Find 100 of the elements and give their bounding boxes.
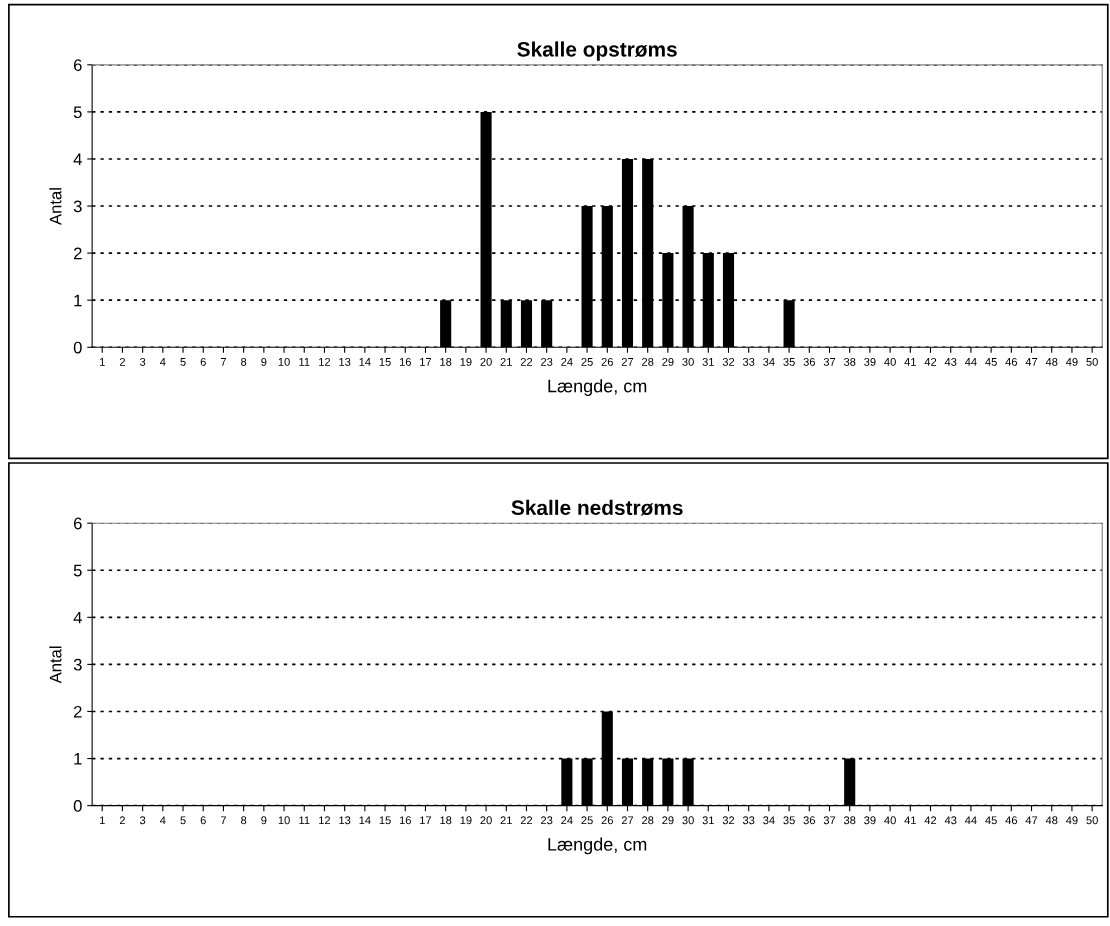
x-tick-label: 47 [1025, 358, 1038, 366]
x-tick-label: 3 [139, 357, 146, 366]
y-tick-label: 3 [73, 658, 82, 671]
x-tick-label: 10 [278, 816, 290, 825]
x-tick-label: 1 [99, 816, 105, 825]
x-tick-label: 22 [520, 357, 533, 366]
x-tick-label: 24 [561, 816, 573, 825]
x-tick-label: 34 [763, 357, 775, 366]
x-tick-label: 5 [180, 816, 186, 825]
x-tick-label: 39 [864, 357, 876, 366]
x-tick-label: 5 [180, 358, 186, 366]
x-tick-label: 26 [601, 816, 613, 825]
x-tick-label: 34 [763, 816, 775, 825]
x-tick-label: 13 [339, 357, 351, 366]
x-tick-label: 20 [480, 816, 492, 825]
x-tick-label: 10 [278, 357, 290, 366]
x-tick-label: 49 [1066, 816, 1078, 825]
y-tick-label: 3 [73, 200, 82, 213]
x-tick-label: 44 [964, 816, 977, 825]
x-tick-label: 9 [261, 357, 267, 366]
x-axis-title: Længde, cm [548, 837, 647, 855]
x-tick-label: 37 [823, 357, 836, 366]
x-tick-label: 30 [682, 816, 694, 825]
y-tick-label: 1 [74, 753, 82, 765]
x-tick-label: 7 [220, 358, 226, 366]
x-tick-label: 4 [160, 358, 166, 366]
x-tick-label: 48 [1045, 357, 1058, 366]
x-tick-label: 16 [399, 357, 411, 366]
x-tick-label: 21 [500, 816, 512, 825]
x-tick-label: 9 [261, 816, 267, 825]
chart-title: Skalle nedstrøms [511, 499, 683, 516]
x-tick-label: 31 [702, 816, 714, 825]
x-tick-label: 35 [783, 816, 795, 825]
x-tick-label: 30 [682, 357, 694, 366]
x-tick-label: 19 [460, 816, 472, 825]
x-tick-label: 11 [299, 358, 310, 366]
x-tick-label: 13 [339, 816, 351, 825]
x-tick-label: 40 [884, 816, 896, 825]
x-tick-label: 25 [581, 357, 593, 366]
x-tick-label: 21 [500, 357, 512, 366]
x-tick-label: 23 [541, 816, 553, 825]
y-tick-label: 6 [73, 59, 82, 72]
x-tick-label: 28 [642, 357, 654, 366]
x-tick-label: 45 [985, 358, 997, 366]
x-tick-label: 11 [299, 816, 310, 825]
x-tick-label: 42 [924, 816, 937, 825]
x-tick-label: 47 [1025, 816, 1038, 825]
x-tick-label: 37 [823, 816, 836, 825]
y-tick-label: 2 [73, 247, 82, 260]
x-tick-label: 28 [642, 816, 654, 825]
y-axis-title: Antal [49, 646, 62, 684]
x-tick-label: 16 [399, 816, 411, 825]
x-tick-label: 46 [1005, 357, 1018, 366]
x-tick-label: 33 [742, 357, 755, 366]
x-tick-label: 1 [99, 358, 105, 366]
y-tick-label: 1 [74, 294, 82, 307]
x-tick-label: 12 [319, 357, 331, 366]
x-tick-label: 15 [379, 816, 391, 825]
x-tick-label: 36 [803, 816, 815, 825]
x-tick-label: 41 [904, 358, 916, 366]
x-tick-label: 20 [480, 357, 492, 366]
x-tick-label: 36 [803, 357, 815, 366]
x-tick-label: 22 [520, 816, 533, 825]
x-tick-label: 2 [119, 357, 125, 366]
x-tick-label: 24 [561, 357, 573, 366]
y-tick-label: 5 [73, 106, 82, 119]
x-tick-label: 17 [420, 358, 432, 366]
x-tick-label: 27 [621, 357, 634, 366]
x-tick-label: 19 [460, 357, 472, 366]
x-tick-label: 43 [944, 816, 957, 825]
y-tick-label: 4 [73, 153, 82, 165]
x-tick-label: 25 [581, 816, 593, 825]
x-tick-label: 46 [1005, 816, 1018, 825]
x-tick-label: 2 [119, 816, 125, 825]
x-tick-label: 50 [1086, 816, 1098, 825]
x-tick-label: 43 [944, 357, 957, 366]
x-tick-label: 29 [662, 816, 674, 825]
x-tick-label: 6 [200, 357, 206, 366]
x-tick-label: 23 [541, 357, 553, 366]
x-tick-label: 32 [722, 357, 735, 366]
x-tick-label: 48 [1045, 816, 1058, 825]
x-tick-label: 32 [722, 816, 735, 825]
chart-title: Skalle opstrøms [517, 41, 677, 61]
x-tick-label: 44 [964, 358, 977, 366]
x-tick-label: 8 [241, 357, 247, 366]
x-tick-label: 14 [359, 816, 371, 825]
x-tick-label: 3 [139, 816, 146, 825]
x-tick-label: 38 [843, 816, 856, 825]
y-tick-label: 0 [73, 341, 82, 354]
y-tick-label: 2 [73, 705, 82, 718]
x-tick-label: 38 [843, 357, 856, 366]
x-tick-label: 14 [359, 358, 371, 366]
x-tick-label: 6 [200, 816, 206, 825]
x-tick-label: 35 [783, 357, 795, 366]
x-tick-label: 8 [241, 816, 247, 825]
x-tick-label: 17 [420, 816, 432, 825]
x-tick-label: 45 [985, 816, 997, 825]
y-tick-label: 6 [73, 517, 82, 530]
x-tick-label: 41 [904, 816, 916, 825]
x-tick-label: 15 [379, 358, 391, 366]
